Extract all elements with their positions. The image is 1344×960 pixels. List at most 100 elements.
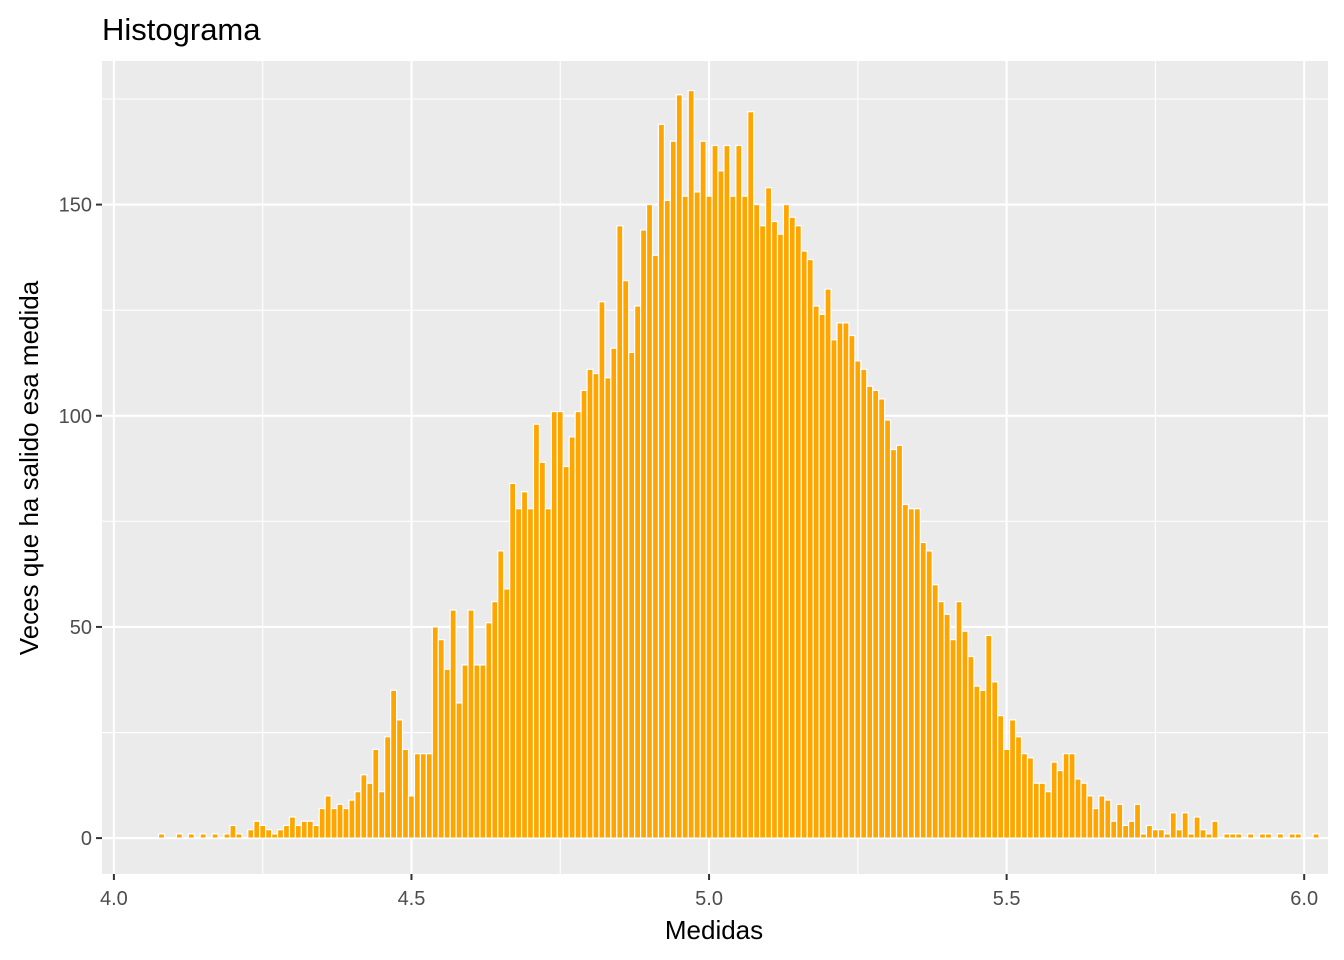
histogram-bar <box>580 389 588 839</box>
histogram-bar <box>485 622 493 839</box>
histogram-bar <box>526 508 535 839</box>
histogram-bar <box>1235 833 1243 839</box>
histogram-bar <box>818 313 826 839</box>
histogram-bar <box>919 541 927 839</box>
histogram-bar <box>419 753 427 839</box>
histogram-bar <box>366 782 374 839</box>
histogram-bar <box>503 588 511 839</box>
histogram-bar <box>961 630 969 839</box>
histogram-bar <box>973 685 981 839</box>
histogram-bar <box>372 748 380 839</box>
x-tick-label: 4.0 <box>100 888 128 910</box>
histogram-bar <box>634 305 642 839</box>
histogram-bar <box>776 233 785 839</box>
histogram-bar <box>812 305 820 839</box>
histogram-bar <box>1151 829 1159 839</box>
histogram-bar <box>610 347 618 839</box>
histogram-bar <box>544 508 552 839</box>
y-tick-label: 150 <box>59 195 92 217</box>
histogram-bar <box>800 250 808 839</box>
histogram-bar <box>1264 833 1273 839</box>
histogram-bar <box>967 655 975 839</box>
histogram-bar <box>699 140 707 839</box>
histogram-bar <box>616 225 624 839</box>
histogram-bar <box>640 229 648 839</box>
histogram-bar <box>538 461 546 839</box>
histogram-bar <box>324 795 332 839</box>
histogram-bar <box>1026 757 1035 839</box>
histogram-bar <box>1181 812 1189 839</box>
x-tick-label: 6.0 <box>1290 888 1318 910</box>
histogram-bar <box>1133 803 1142 839</box>
x-tick-label: 5.5 <box>993 888 1021 910</box>
histogram-bar <box>235 833 243 839</box>
histogram-bar <box>1205 833 1213 839</box>
histogram-bar <box>401 748 410 839</box>
histogram-bar <box>1157 829 1165 839</box>
histogram-bar <box>1104 799 1112 839</box>
histogram-bar <box>830 339 838 839</box>
histogram-bar <box>788 216 796 839</box>
histogram-bar <box>681 195 689 839</box>
histogram-bar <box>1229 833 1237 839</box>
histogram-bar <box>925 550 933 839</box>
histogram-bar <box>1288 833 1296 839</box>
histogram-bar <box>550 410 558 839</box>
histogram-bar <box>687 89 695 839</box>
histogram-bar <box>211 833 219 839</box>
histogram-bar <box>949 639 957 839</box>
histogram-bar <box>586 368 594 839</box>
histogram-bar <box>723 144 731 839</box>
histogram-bar <box>294 824 302 839</box>
histogram-bar <box>860 368 868 839</box>
histogram-bar <box>509 482 517 839</box>
histogram-bar <box>1294 833 1302 839</box>
histogram-bar <box>473 664 481 839</box>
histogram-bar <box>1014 736 1023 839</box>
histogram-bar <box>1020 753 1029 839</box>
x-tick-label: 4.5 <box>398 888 426 910</box>
histogram-bar <box>157 833 166 839</box>
histogram-bar <box>259 824 267 839</box>
histogram-bar <box>1223 833 1231 839</box>
histogram-bar <box>354 791 362 839</box>
histogram-bar <box>1312 833 1320 839</box>
y-tick-label: 50 <box>70 617 92 639</box>
histogram-bar <box>907 508 915 839</box>
histogram-bar <box>663 199 671 839</box>
histogram-bar <box>753 203 761 839</box>
histogram-bar <box>717 170 725 839</box>
histogram-bar <box>515 508 523 839</box>
histogram-bar <box>705 195 713 839</box>
histogram-bar <box>175 833 183 839</box>
y-tick-label: 100 <box>59 406 92 428</box>
histogram-bar <box>336 803 344 839</box>
histogram-bar <box>288 816 297 839</box>
histogram-bar <box>556 410 564 839</box>
histogram-bar <box>794 225 802 839</box>
histogram-bar <box>449 609 457 839</box>
histogram-bar <box>431 626 439 839</box>
histogram-bar <box>1062 753 1070 839</box>
histogram-bar <box>770 220 779 839</box>
histogram-bar <box>741 195 749 839</box>
histogram-bar <box>651 254 660 839</box>
histogram-bar <box>693 191 701 839</box>
histogram-bar <box>1110 820 1118 839</box>
histogram-bar <box>265 829 273 839</box>
histogram-bar <box>443 668 451 839</box>
histogram-bar <box>1050 761 1058 839</box>
histogram-bars <box>157 89 1320 839</box>
histogram-bar <box>711 144 719 839</box>
histogram-bar <box>229 824 237 839</box>
histogram-bar <box>628 351 636 839</box>
histogram-bar <box>1139 833 1148 839</box>
histogram-bar <box>782 203 790 839</box>
histogram-bar <box>223 833 231 839</box>
histogram-bar <box>669 140 677 839</box>
histogram-bar <box>1247 833 1255 839</box>
histogram-bar <box>872 389 880 839</box>
histogram-bar <box>520 491 529 839</box>
histogram-bar <box>276 829 285 839</box>
histogram-bar <box>384 736 392 839</box>
